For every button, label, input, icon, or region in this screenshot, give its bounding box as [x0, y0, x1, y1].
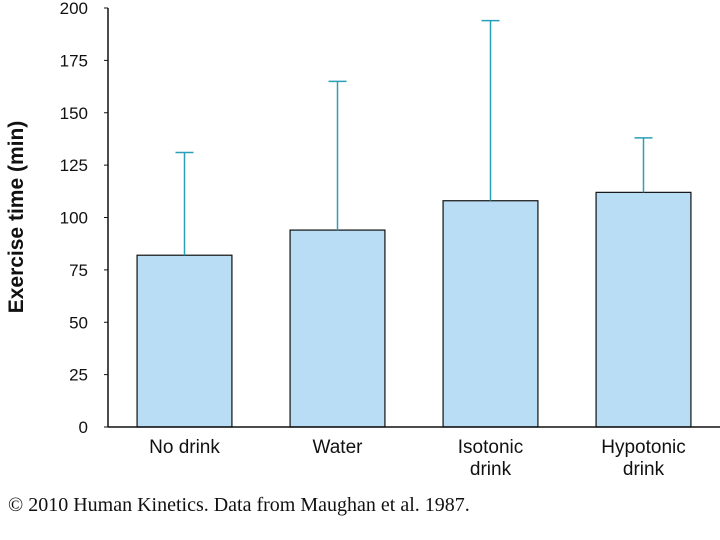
- y-tick-label: 150: [60, 104, 88, 123]
- x-category-label: Isotonic drink: [458, 437, 523, 480]
- y-axis-label: Exercise time (min): [5, 121, 28, 314]
- bar-chart: 0 25 50 75 100 125 150 175 200 No drink Water Isot…: [5, 0, 720, 480]
- bar: [595, 191, 692, 428]
- x-category-label: No drink: [149, 437, 220, 458]
- y-tick-label: 75: [69, 261, 88, 280]
- y-tick-label: 100: [60, 209, 88, 228]
- copyright-credit: © 2010 Human Kinetics. Data from Maughan…: [8, 494, 470, 516]
- y-tick-label: 0: [79, 418, 88, 437]
- bar: [136, 254, 233, 428]
- x-category-label: Hypotonic drink: [601, 437, 686, 480]
- bar: [289, 229, 386, 428]
- y-tick-label: 125: [60, 156, 88, 175]
- y-tick-label: 50: [69, 313, 88, 332]
- bar: [442, 200, 539, 428]
- y-tick-label: 175: [60, 51, 88, 70]
- y-tick-label: 25: [69, 366, 88, 385]
- x-category-label: Water: [313, 437, 364, 458]
- y-tick-label: 200: [60, 0, 88, 18]
